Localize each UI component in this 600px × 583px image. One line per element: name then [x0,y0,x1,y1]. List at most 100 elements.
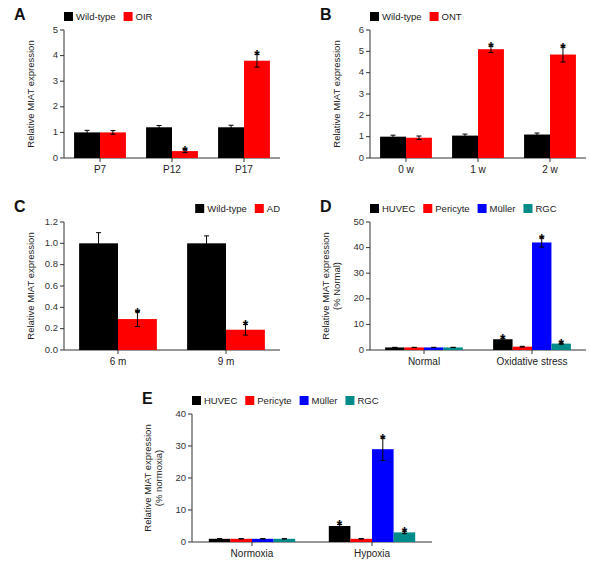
y-tick-label: 4 [53,49,58,60]
y-tick-label: 1 [359,130,364,141]
y-tick-label: 10 [353,318,364,329]
y-tick-label: 3 [359,88,364,99]
y-tick-label: 0.8 [45,258,58,269]
marks [209,438,415,542]
marks [385,238,571,350]
x-tick-label: Normoxia [231,548,274,559]
y-tick [60,132,64,133]
y-tick-label: 5 [359,45,364,56]
y-tick-label: 40 [175,408,186,419]
bar [350,539,372,542]
x-tick-label: 0 w [398,164,414,175]
bar [146,127,172,158]
legend-label: Wild-type [76,11,116,22]
panel-title: C [14,198,26,215]
annotation: * [560,40,566,56]
y-axis-label-line: (% normoxia) [153,450,164,507]
bar [74,132,100,158]
y-tick-label: 30 [353,267,364,278]
y-axis-label-line: Relative MIAT expression [320,232,331,339]
bar [230,539,252,542]
y-axis [64,222,65,350]
legend: Wild-typeOIR [64,11,153,22]
y-tick [60,264,64,265]
bar [274,539,296,542]
error-bar [431,347,436,348]
y-tick [366,222,370,223]
x-tick-label: 6 m [110,356,127,367]
y-axis-label-line: Relative MIAT expression [331,40,342,147]
legend-label: ONT [442,11,462,22]
bar [452,136,478,158]
bar [252,539,274,542]
y-tick [366,115,370,116]
legend-swatch [370,204,379,213]
y-tick-label: 0 [359,152,364,163]
legend-label: AD [267,203,280,214]
y-tick-label: 1.0 [45,237,58,248]
bar [513,347,532,350]
bar [405,347,424,350]
error-bar [282,538,287,539]
bar [380,137,406,158]
legend-label: Wild-type [382,11,422,22]
annotation: * [500,331,506,347]
legend-label: Pericyte [257,395,291,406]
annotation: * [488,39,494,55]
annotation: * [337,517,343,533]
y-tick [60,158,64,159]
annotation: * [402,524,408,540]
y-tick [60,307,64,308]
bar [79,243,118,350]
bar [524,135,550,158]
y-tick [188,510,192,511]
y-tick [366,298,370,299]
marks [380,46,576,158]
error-bar [85,130,90,134]
y-tick [60,350,64,351]
y-tick-label: 1 [53,126,58,137]
y-tick-label: 20 [175,472,186,483]
y-axis-label-line: Relative MIAT expression [25,232,36,339]
y-tick [60,286,64,287]
y-tick-label: 0.0 [45,344,58,355]
panel-title: E [142,390,153,407]
y-tick-label: 0.6 [45,280,58,291]
error-bar [260,538,265,539]
annotation: * [558,336,564,352]
bar [443,347,462,350]
bar [209,539,231,542]
legend-swatch [255,204,264,213]
y-axis-label: Relative MIAT expression(% Normal) [320,232,342,339]
y-tick-label: 6 [359,24,364,35]
bar [187,243,226,350]
x-tick [252,542,253,546]
y-axis [370,222,371,350]
y-axis [370,30,371,158]
y-axis [64,30,65,158]
annotation: * [182,143,188,159]
y-tick-label: 0 [181,536,186,547]
x-tick [372,542,373,546]
y-tick [60,328,64,329]
panel: E010203040Relative MIAT expression(% nor… [142,390,432,559]
bar [550,55,576,158]
error-bar [239,538,244,539]
x-tick [406,158,407,162]
y-tick [366,94,370,95]
y-tick [188,446,192,447]
error-bar [204,236,209,251]
legend-swatch [64,12,73,21]
error-bar [535,133,540,136]
panel: A012345Relative MIAT expressionP7P12P17*… [14,6,280,175]
y-tick [366,324,370,325]
error-bar [451,347,456,348]
y-tick [60,222,64,223]
bar [406,138,432,158]
y-tick [366,158,370,159]
error-bar [110,131,115,135]
y-tick-label: 3 [53,75,58,86]
y-axis-label: Relative MIAT expression [25,232,36,339]
legend-swatch [370,12,379,21]
y-tick [366,350,370,351]
